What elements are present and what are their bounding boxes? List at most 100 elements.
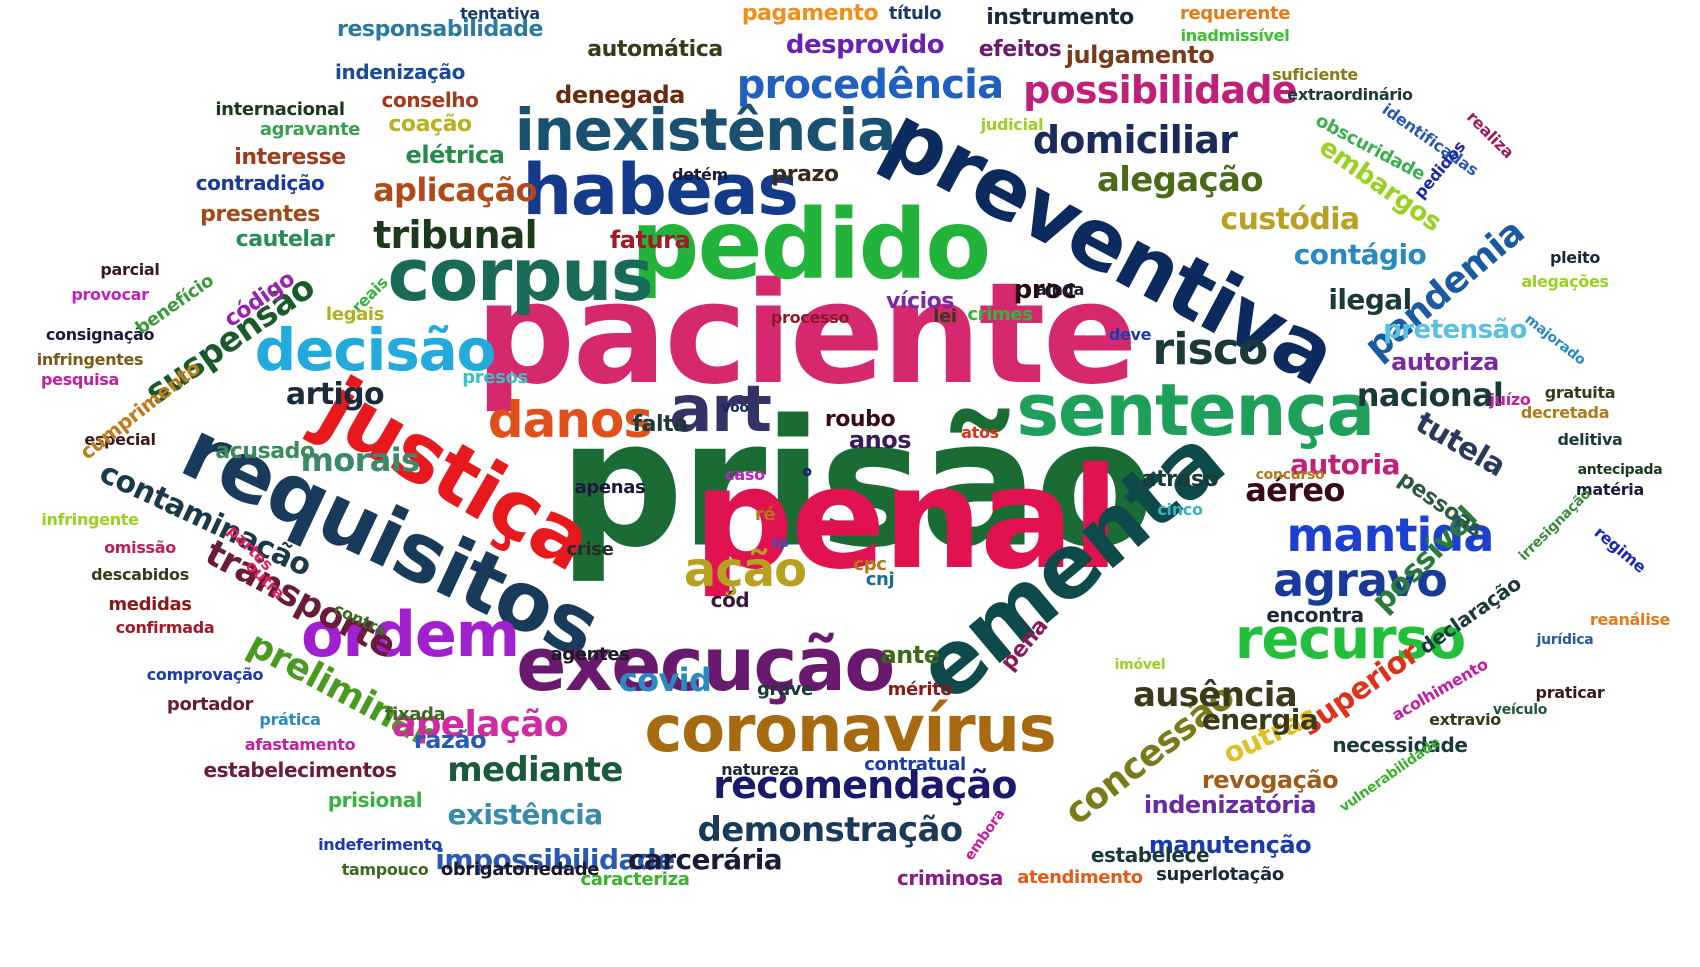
cloud-word-160: cpc [853, 554, 887, 575]
cloud-word-94: decretada [1520, 403, 1610, 422]
cloud-word-143: legais [325, 304, 385, 325]
cloud-word-77: requerente [1179, 3, 1291, 24]
cloud-word-129: confirmada [115, 618, 215, 637]
cloud-word-154: crise [566, 539, 614, 560]
cloud-word-82: automática [587, 37, 723, 62]
cloud-word-132: omissão [104, 538, 176, 557]
cloud-word-47: tutela [1409, 405, 1512, 485]
cloud-word-54: carcerária [627, 843, 783, 876]
cloud-word-65: contradição [195, 171, 325, 195]
cloud-word-15: ordem [300, 598, 520, 671]
cloud-word-175: concurso [1255, 467, 1325, 483]
cloud-word-22: risco [1152, 324, 1269, 375]
cloud-word-169: fixada [384, 704, 446, 725]
cloud-word-177: atraso [1141, 467, 1219, 492]
cloud-word-59: proc [1013, 275, 1077, 305]
cloud-word-153: apenas [574, 477, 646, 498]
cloud-word-74: pagamento [741, 1, 879, 26]
cloud-word-44: nacional [1356, 376, 1504, 414]
cloud-word-118: embora [961, 806, 1009, 864]
cloud-word-141: benefício [131, 270, 218, 340]
cloud-word-96: antecipada [1577, 462, 1663, 478]
cloud-word-131: descabidos [91, 565, 189, 584]
cloud-word-120: obrigatoriedade [440, 859, 600, 880]
cloud-word-145: acusado [215, 439, 315, 464]
cloud-word-133: infringente [41, 510, 139, 529]
cloud-word-26: alegação [1097, 160, 1264, 200]
cloud-word-179: crimes [967, 304, 1033, 325]
cloud-word-136: pesquisa [41, 370, 119, 389]
cloud-word-161: cnj [865, 569, 895, 590]
cloud-word-66: interesse [234, 145, 346, 170]
cloud-word-52: existência [447, 798, 603, 831]
cloud-word-119: caracteriza [580, 869, 690, 890]
cloud-word-151: caso [725, 465, 765, 484]
cloud-word-185: detém [672, 165, 728, 184]
cloud-word-178: deve [1108, 325, 1152, 344]
cloud-word-27: tribunal [373, 213, 538, 257]
cloud-word-114: estabelece [1090, 843, 1210, 867]
cloud-word-109: encontra [1266, 603, 1364, 627]
cloud-word-19: danos [487, 391, 653, 449]
cloud-word-157: ré [754, 504, 776, 525]
cloud-word-73: tentativa [460, 4, 540, 23]
cloud-word-25: domiciliar [1032, 118, 1238, 162]
cloud-word-16: recurso [1234, 607, 1466, 672]
cloud-word-113: manutenção [1148, 831, 1312, 859]
cloud-word-104: extravio [1429, 710, 1501, 729]
cloud-word-21: ação [683, 542, 807, 598]
cloud-word-58: autoriza [1391, 348, 1499, 376]
cloud-word-38: morais [300, 441, 421, 479]
cloud-word-11: corpus [387, 233, 654, 317]
cloud-word-14: decisão [254, 316, 497, 384]
cloud-word-79: desprovido [785, 30, 945, 60]
cloud-word-100: reanálise [1589, 610, 1671, 629]
cloud-word-139: provocar [71, 285, 149, 304]
cloud-word-130: medidas [108, 594, 192, 615]
cloud-word-60: fatura [609, 226, 691, 254]
cloud-word-91: alegações [1521, 272, 1609, 291]
cloud-word-147: roubo [824, 407, 896, 432]
cloud-word-95: delitiva [1557, 430, 1623, 449]
cloud-word-158: sp [771, 535, 789, 551]
cloud-word-68: conselho [381, 88, 479, 112]
cloud-word-123: prisional [327, 788, 423, 812]
cloud-word-53: impossibilidade [435, 843, 675, 876]
cloud-word-81: julgamento [1065, 41, 1215, 69]
cloud-word-63: cautelar [235, 227, 335, 252]
cloud-word-75: título [888, 3, 942, 24]
cloud-word-163: agentes [550, 644, 630, 665]
cloud-word-42: custódia [1220, 202, 1360, 237]
cloud-word-159: cód [710, 588, 750, 612]
cloud-word-122: indeferimento [318, 835, 442, 854]
cloud-word-46: autoria [1290, 448, 1400, 481]
cloud-word-69: agravante [259, 119, 361, 140]
cloud-word-165: grave [756, 679, 814, 700]
cloud-word-182: ainda [1035, 280, 1085, 299]
cloud-word-67: coação [388, 112, 472, 137]
cloud-word-115: superlotação [1156, 864, 1284, 885]
cloud-word-117: criminosa [896, 866, 1004, 890]
cloud-word-174: cinco [1157, 500, 1203, 519]
cloud-word-137: infringentes [36, 350, 144, 369]
cloud-word-18: mantida [1286, 508, 1494, 562]
cloud-word-83: denegada [555, 81, 685, 109]
cloud-word-146: falta [632, 412, 688, 437]
cloud-word-168: mérito [887, 679, 953, 700]
cloud-word-150: atos [961, 423, 999, 442]
cloud-word-78: inadmissível [1180, 26, 1290, 45]
cloud-word-106: necessidade [1332, 733, 1468, 757]
cloud-word-0: prisão [558, 383, 1155, 587]
cloud-word-111: revogação [1201, 766, 1339, 794]
cloud-word-1: paciente [475, 253, 1138, 416]
cloud-word-128: comprovação [146, 665, 264, 684]
cloud-word-9: sentença [1016, 368, 1375, 452]
cloud-word-36: apelação [392, 704, 568, 745]
cloud-word-56: ilegal [1328, 283, 1412, 316]
cloud-word-98: irresignação [1515, 485, 1595, 565]
cloud-word-76: instrumento [986, 5, 1134, 30]
cloud-word-152: o [802, 464, 812, 480]
cloud-word-149: voo [721, 400, 749, 416]
cloud-word-85: extraordinário [1287, 85, 1413, 104]
